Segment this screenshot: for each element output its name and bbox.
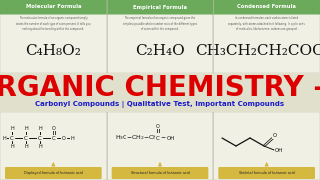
Text: Structural formula of butanoic acid: Structural formula of butanoic acid (131, 171, 189, 175)
Text: C: C (38, 136, 42, 141)
FancyBboxPatch shape (5, 167, 102, 179)
Text: C: C (10, 136, 14, 141)
Text: H: H (10, 127, 14, 132)
FancyBboxPatch shape (218, 167, 315, 179)
Text: O: O (156, 123, 160, 129)
FancyBboxPatch shape (0, 73, 320, 112)
Text: H: H (2, 136, 6, 141)
Text: C: C (156, 136, 160, 141)
FancyBboxPatch shape (0, 0, 107, 73)
Text: simplest possible whole number ratio of the different types: simplest possible whole number ratio of … (123, 21, 197, 26)
Text: CH₃CH₂CH₂COOH: CH₃CH₂CH₂COOH (195, 44, 320, 58)
FancyBboxPatch shape (213, 0, 320, 73)
Text: C₄H₈O₂: C₄H₈O₂ (25, 44, 81, 58)
FancyBboxPatch shape (213, 112, 320, 180)
Text: C: C (24, 136, 28, 141)
Text: Skeletal formula of butanoic acid: Skeletal formula of butanoic acid (239, 171, 294, 175)
Text: C: C (52, 136, 56, 141)
Text: H: H (10, 145, 14, 150)
Text: ORGANIC CHEMISTRY – I: ORGANIC CHEMISTRY – I (0, 74, 320, 102)
Text: Carbonyl Compounds | Qualitative Test, Important Compounds: Carbonyl Compounds | Qualitative Test, I… (36, 100, 284, 107)
Text: The empirical formula of an organic compound gives the: The empirical formula of an organic comp… (124, 16, 196, 20)
Text: states the number of each type of atom present. It tells you: states the number of each type of atom p… (16, 21, 91, 26)
Text: OH: OH (167, 136, 175, 141)
Text: In condensed formulae, each carbon atom is listed: In condensed formulae, each carbon atom … (235, 16, 298, 20)
FancyBboxPatch shape (0, 112, 107, 180)
Text: of atom within the compound.: of atom within the compound. (141, 27, 179, 31)
Text: C₂H₄O: C₂H₄O (135, 44, 185, 58)
Text: H: H (24, 145, 28, 150)
Text: nothing about the bonding within the compound.: nothing about the bonding within the com… (22, 27, 84, 31)
Text: The molecular formula of an organic compound simply: The molecular formula of an organic comp… (19, 16, 88, 20)
FancyBboxPatch shape (107, 0, 213, 15)
Text: OH: OH (275, 148, 284, 154)
Text: H: H (71, 136, 74, 141)
FancyBboxPatch shape (107, 0, 213, 73)
FancyBboxPatch shape (213, 0, 320, 15)
Text: Empirical Formula: Empirical Formula (133, 4, 187, 10)
Text: H$_3$C: H$_3$C (115, 134, 129, 142)
Text: Molecular Formula: Molecular Formula (26, 4, 81, 10)
Text: H: H (24, 127, 28, 132)
Text: separately, with atoms attached to it following. In cyclic sorts: separately, with atoms attached to it fo… (228, 21, 305, 26)
Text: $-$CH$_2$$-$CH$_2$$-$: $-$CH$_2$$-$CH$_2$$-$ (126, 134, 167, 142)
Text: O: O (62, 136, 66, 141)
Text: O: O (52, 125, 56, 130)
Text: Condensed Formula: Condensed Formula (237, 4, 296, 10)
Text: H: H (38, 127, 42, 132)
FancyBboxPatch shape (107, 112, 213, 180)
FancyBboxPatch shape (112, 167, 208, 179)
Text: O: O (273, 133, 277, 138)
FancyBboxPatch shape (0, 0, 107, 15)
Text: Displayed formula of butanoic acid: Displayed formula of butanoic acid (24, 171, 83, 175)
Text: of molecules, like benzene, carbons are grouped.: of molecules, like benzene, carbons are … (236, 27, 297, 31)
Text: H: H (38, 145, 42, 150)
